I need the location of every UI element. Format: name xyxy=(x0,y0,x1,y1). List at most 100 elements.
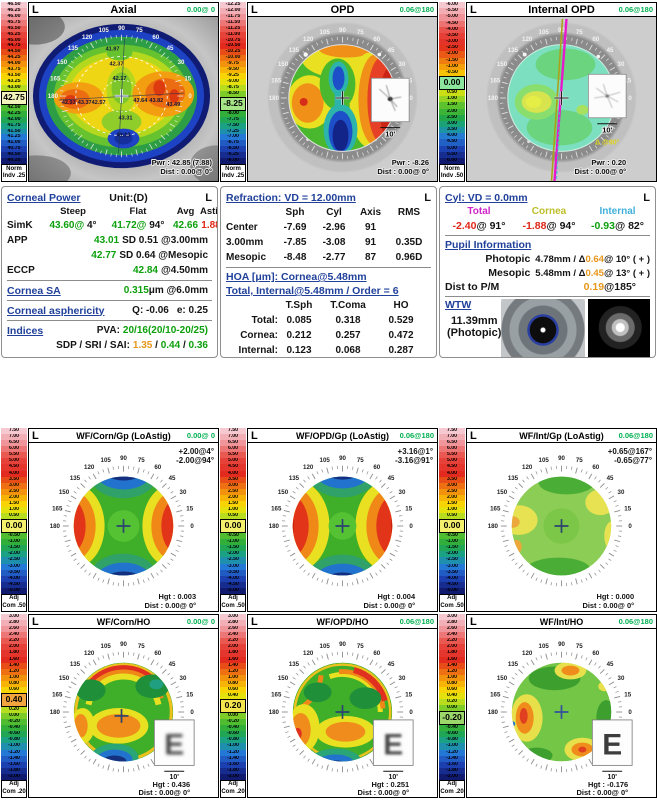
scale-tick: -0.20 xyxy=(220,719,246,726)
svg-text:90: 90 xyxy=(558,455,565,462)
cornea-sa-row: Cornea SA 0.315μm @6.0mm xyxy=(7,283,212,298)
map-panel-wf-corn-gp: 7.50 7.00 6.50 6.00 5.50 5.00 4.50 4.00 3.50 3.00… xyxy=(0,428,219,612)
cornea-cyl-axis: @ 94° xyxy=(546,219,576,232)
scale-tick: -7.50 xyxy=(220,122,246,129)
scale-tick: 5.50 xyxy=(220,452,246,459)
scale-tick: 0.00 xyxy=(439,705,465,712)
map-axis-readout: 0.06@180 xyxy=(616,617,653,626)
scale-tick: 0.80 xyxy=(1,680,27,687)
ho-value: 0.472 xyxy=(388,330,414,341)
scale-highlight-value: 0.00 xyxy=(220,519,246,534)
axial-topography-map: 0 15 30 45 60 75 90 105 120 135 150 165 180 41.97 42… xyxy=(29,17,218,181)
scale-tick: -8.75 xyxy=(220,84,246,91)
scale-tick: 1.80 xyxy=(1,650,27,657)
scale-tick: -0.50 xyxy=(220,533,246,540)
svg-text:105: 105 xyxy=(539,643,550,650)
svg-text:15: 15 xyxy=(405,505,412,512)
scale-tick: 44.75 xyxy=(1,43,27,50)
scale-tick: -1.80 xyxy=(1,767,27,774)
svg-text:120: 120 xyxy=(522,36,533,43)
color-scale-wf-int-gp: 7.50 7.00 6.50 6.00 5.50 5.00 4.50 4.00 3.50 3.00… xyxy=(439,428,465,612)
scale-tick: -2.50 xyxy=(220,557,246,564)
tsph-value: 0.123 xyxy=(286,345,312,356)
svg-text:165: 165 xyxy=(490,77,501,84)
svg-text:150: 150 xyxy=(278,61,289,68)
cyl-heading: Cyl: VD = 0.0mm xyxy=(445,191,528,204)
scale-tick: 45.75 xyxy=(1,19,27,26)
axis-value: 91 xyxy=(364,222,377,233)
hoa-row-cornea: Cornea: 0.212 0.257 0.472 xyxy=(226,328,431,343)
dist-readout: Dist : 0.00@ 0° xyxy=(575,167,627,176)
scale-tick: 0.00 xyxy=(220,713,246,720)
ho-value: 0.529 xyxy=(388,315,414,326)
dist-readout: Dist : 0.00@ 0° xyxy=(139,788,191,797)
color-scale-wf-opd-ho: 3.00 2.80 2.60 2.40 2.20 2.00 1.80 1.60 1.40 1.20… xyxy=(220,614,246,798)
dist-readout: Dist : 0.00@ 0° xyxy=(582,601,634,610)
wf-int-ho-map-box: L WF/Int/HO 0.06@180 0 15 30 45 60 75 90 105 120… xyxy=(466,614,657,798)
scale-tick: -1.00 xyxy=(1,743,27,750)
sdp-value: 1.35 xyxy=(132,340,153,351)
eye-label: L xyxy=(470,429,480,442)
scale-tick: 1.20 xyxy=(439,668,465,675)
axial-annotation: 42.93 xyxy=(62,100,76,106)
svg-text:105: 105 xyxy=(101,457,112,464)
wf-corn-ho-map-box: L WF/Corn/HO 0.00@ 0 0 15 30 45 60 75 90 105 120… xyxy=(28,614,219,798)
center-cross-icon xyxy=(335,91,350,105)
svg-text:90: 90 xyxy=(118,25,125,32)
scale-tick: -5.50 xyxy=(439,8,465,15)
eccp-label: ECCP xyxy=(7,265,35,276)
scale-tick: -6.00 xyxy=(439,2,465,9)
eye-label: L xyxy=(643,191,650,204)
svg-text:120: 120 xyxy=(522,464,533,471)
axial-annotations: 41.97 42.37 42.17 42.93 43.37 42.57 43.6… xyxy=(62,47,180,139)
svg-text:45: 45 xyxy=(388,661,395,668)
center-cross-icon xyxy=(554,519,569,533)
scale-tick: -5.00 xyxy=(220,587,246,594)
scale-tick: 4.50 xyxy=(220,464,246,471)
scale-tick: 41.25 xyxy=(1,134,27,141)
axial-annotation: 42.17 xyxy=(113,76,127,82)
hoa-row-total: Total: 0.085 0.318 0.529 xyxy=(226,313,431,328)
axis-line-cyan xyxy=(556,111,561,181)
map-panel-wf-corn-ho: 3.00 2.80 2.60 2.40 2.20 2.00 1.80 1.60 1.40 1.20… xyxy=(0,614,219,798)
svg-text:15: 15 xyxy=(184,75,191,82)
scale-tick: -0.20 xyxy=(1,719,27,726)
divider xyxy=(7,300,212,301)
eye-label: L xyxy=(32,429,42,442)
simk-astig: 1.88 xyxy=(201,220,217,231)
svg-text:90: 90 xyxy=(120,455,127,462)
scale-tick: 0.60 xyxy=(439,686,465,694)
refraction-row-3mm: 3.00mm -7.85 -3.08 91 0.35D xyxy=(226,235,431,250)
center-cross-icon xyxy=(116,519,131,533)
hoa-subheading: Total, Internal@5.48mm / Order = 6 xyxy=(226,285,399,297)
tcoma-value: 0.068 xyxy=(335,345,361,356)
map-panel-internal-opd: -6.00 -5.50 -5.00 -4.50 -4.00 -3.50 -3.00 -2.50… xyxy=(438,2,657,183)
astig-plus-readout: +0.65@167° xyxy=(608,447,652,456)
scale-tick: -0.60 xyxy=(439,731,465,738)
scale-tick: -1.60 xyxy=(1,761,27,768)
scale-tick: 44.00 xyxy=(1,61,27,68)
eye-label: L xyxy=(470,3,480,16)
svg-text:75: 75 xyxy=(576,643,583,650)
mesopic-axis: @ 13° ( + ) xyxy=(603,267,650,279)
svg-text:0: 0 xyxy=(188,93,192,100)
tcoma-value: 0.257 xyxy=(335,330,361,341)
map-panel-wf-opd-gp: 7.50 7.00 6.50 6.00 5.50 5.00 4.50 4.00 3.50 3.00… xyxy=(219,428,438,612)
scale-tick: 1.60 xyxy=(1,656,27,663)
asphericity-row: Corneal asphericity Q: -0.06 e: 0.25 xyxy=(7,303,212,318)
scale-tick: 0.40 xyxy=(220,693,246,700)
rms-value: 0.35D xyxy=(395,237,423,248)
wf-corn-ho-map: 0 15 30 45 60 75 90 105 120 135 150 165 180 xyxy=(29,629,218,797)
center-cross-icon xyxy=(554,705,569,719)
divider xyxy=(7,320,212,321)
svg-text:15: 15 xyxy=(186,505,193,512)
wtw-eye-photo xyxy=(501,299,586,357)
svg-text:75: 75 xyxy=(357,643,364,650)
svg-text:105: 105 xyxy=(320,29,331,36)
scale-tick: -1.00 xyxy=(439,743,465,750)
scale-tick: -3.50 xyxy=(439,32,465,40)
scale-tick: 7.00 xyxy=(439,434,465,441)
scale-tick: -2.50 xyxy=(439,557,465,564)
corneal-power-panel: Corneal Power Unit:(D) L Steep Flat Avg … xyxy=(1,186,218,358)
